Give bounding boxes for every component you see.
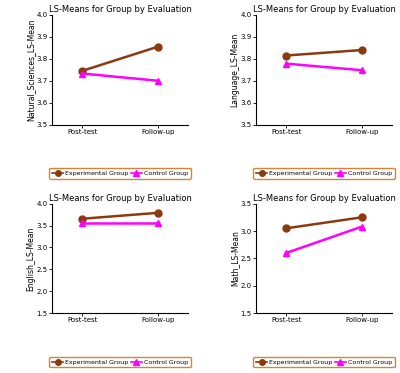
Title: LS-Means for Group by Evaluation: LS-Means for Group by Evaluation	[48, 194, 192, 203]
Title: LS-Means for Group by Evaluation: LS-Means for Group by Evaluation	[252, 5, 396, 14]
Y-axis label: Language_LS-Mean: Language_LS-Mean	[230, 32, 239, 107]
Legend: Experimental Group, Control Group: Experimental Group, Control Group	[50, 357, 190, 367]
Title: LS-Means for Group by Evaluation: LS-Means for Group by Evaluation	[252, 194, 396, 203]
Y-axis label: Natural_Sciences_LS-Mean: Natural_Sciences_LS-Mean	[26, 19, 35, 121]
Y-axis label: English_LS-Mean: English_LS-Mean	[26, 226, 35, 291]
Title: LS-Means for Group by Evaluation: LS-Means for Group by Evaluation	[48, 5, 192, 14]
Legend: Experimental Group, Control Group: Experimental Group, Control Group	[50, 168, 190, 179]
Legend: Experimental Group, Control Group: Experimental Group, Control Group	[254, 168, 394, 179]
Legend: Experimental Group, Control Group: Experimental Group, Control Group	[254, 357, 394, 367]
Y-axis label: Math_LS-Mean: Math_LS-Mean	[230, 231, 239, 286]
